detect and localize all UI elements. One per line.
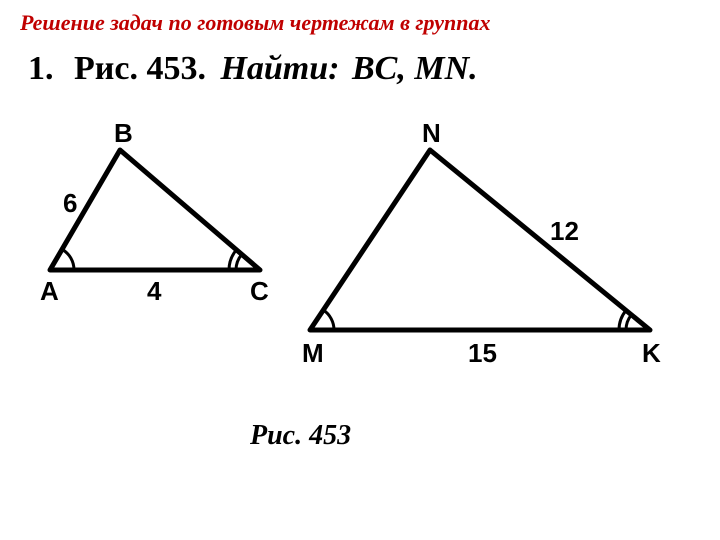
problem-number: 1. [28,50,54,87]
side-label-MK: 15 [468,338,497,369]
vertex-label-B: B [114,118,133,149]
page-header: Решение задач по готовым чертежам в груп… [20,10,491,36]
problem-statement: 1. Рис. 453. Найти: BC, MN. [28,50,478,88]
problem-targets: BC, MN. [352,50,478,87]
vertex-label-K: K [642,338,661,369]
problem-find: Найти: [220,50,339,87]
figure-caption: Рис. 453 [250,420,351,452]
vertex-label-C: C [250,276,269,307]
vertex-label-M: M [302,338,324,369]
side-label-NK: 12 [550,216,579,247]
triangle-mnk: M N K 12 15 [290,130,690,390]
triangle-abc: A B C 6 4 [30,130,290,330]
vertex-label-A: A [40,276,59,307]
problem-fig-ref: Рис. 453. [74,50,206,87]
vertex-label-N: N [422,118,441,149]
side-label-AB: 6 [63,188,77,219]
side-label-AC: 4 [147,276,161,307]
